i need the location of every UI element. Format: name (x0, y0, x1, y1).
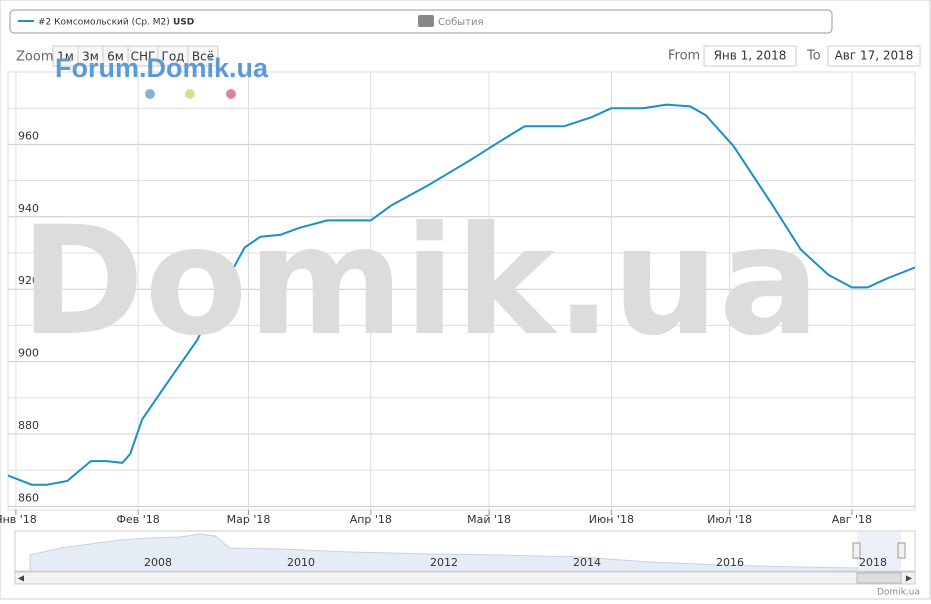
zoom-label: Zoom (16, 50, 53, 65)
navigator-year: 2008 (144, 556, 172, 569)
x-tick-label: Авг '18 (832, 513, 872, 526)
zoom-button-label: 1м (57, 50, 74, 64)
navigator-year: 2018 (859, 556, 887, 569)
zoom-button[interactable] (187, 45, 219, 67)
dot (185, 89, 195, 99)
credit[interactable]: Domik.ua (877, 588, 920, 598)
to-value: Авг 17, 2018 (835, 49, 914, 63)
zoom-button-label: 6м (107, 50, 124, 64)
navigator-year: 2012 (430, 556, 458, 569)
x-tick-label: Фев '18 (117, 513, 160, 526)
y-tick-label: 920 (18, 274, 39, 287)
y-tick-label: 900 (18, 347, 39, 360)
from-value: Янв 1, 2018 (714, 49, 787, 63)
legend-currency: USD (173, 18, 194, 28)
to-label: To (806, 49, 821, 64)
zoom-button-label: 3м (82, 50, 99, 64)
zoom-buttons: 1м 3м 6м СНГ Год Всё (52, 45, 219, 67)
zoom-button-label: Год (162, 50, 185, 64)
navigator-years: 2008 2010 2012 2014 2016 2018 (144, 556, 887, 569)
dot (226, 89, 236, 99)
handle[interactable] (852, 542, 861, 559)
scrollbar[interactable] (14, 571, 916, 585)
y-tick-label: 940 (18, 202, 39, 215)
dot (145, 89, 155, 99)
navigator-year: 2014 (573, 556, 601, 569)
handle[interactable] (897, 542, 906, 559)
navigator-window[interactable] (857, 531, 901, 571)
x-tick-label: Янв '18 (0, 513, 37, 526)
y-tick-label: 860 (18, 491, 39, 504)
x-tick-label: Апр '18 (350, 513, 392, 526)
from-input[interactable] (703, 45, 797, 67)
zoom-button-label: СНГ (131, 50, 156, 64)
scrollbar-thumb[interactable] (856, 572, 902, 584)
from-label: From (668, 49, 700, 64)
series-line (7, 103, 916, 486)
watermark: Domik.ua (20, 195, 820, 369)
scroll-right[interactable]: ▶ (906, 574, 913, 583)
y-tick-label: 960 (18, 129, 39, 142)
y-tick-label: 880 (18, 419, 39, 432)
scroll-left[interactable]: ◀ (18, 574, 25, 583)
forum-watermark: Forum.Domik.ua (55, 53, 269, 83)
plot-area (7, 71, 916, 511)
navigator-area (29, 533, 858, 572)
navigator-year: 2010 (287, 556, 315, 569)
navigator-year: 2016 (716, 556, 744, 569)
x-tick-label: Июл '18 (707, 513, 752, 526)
x-tick-label: Мар '18 (227, 513, 271, 526)
x-tick-label: Июн '18 (589, 513, 634, 526)
events-icon (418, 15, 434, 27)
legend-label[interactable]: #2 Комсомольский (Ср. M2) (38, 18, 170, 28)
zoom-button-label: Всё (192, 50, 214, 64)
plot: 860 880 900 920 940 960 Янв '18 Фев '18 Мар '18 А… (0, 71, 916, 526)
events-label[interactable]: События (438, 17, 484, 28)
to-input[interactable] (827, 45, 921, 67)
x-tick-label: Май '18 (467, 513, 511, 526)
